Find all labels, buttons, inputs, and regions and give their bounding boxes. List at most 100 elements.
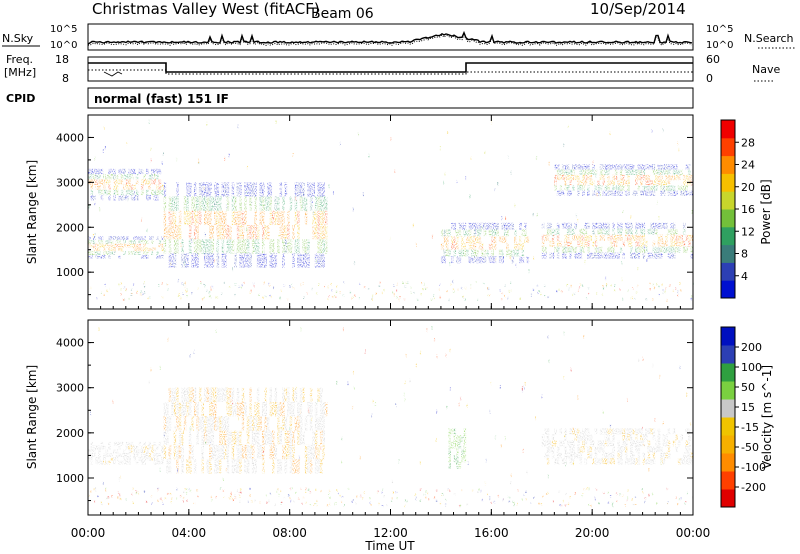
noise-cell xyxy=(450,283,452,286)
noise-cell xyxy=(254,499,256,503)
echo-cell xyxy=(153,247,157,252)
colorbar-segment xyxy=(721,363,735,382)
echo-cell xyxy=(662,164,666,170)
echo-cell xyxy=(569,452,572,459)
echo-cell xyxy=(498,249,502,257)
noise-cell xyxy=(355,502,357,506)
echo-cell xyxy=(690,190,693,196)
noise-cell xyxy=(439,283,441,286)
noise-cell xyxy=(474,229,477,234)
echo-cell xyxy=(650,428,653,435)
echo-cell xyxy=(612,440,615,447)
noise-cell xyxy=(128,297,130,301)
echo-cell xyxy=(241,387,245,403)
noise-cell xyxy=(575,225,577,230)
echo-cell xyxy=(269,196,273,211)
echo-cell xyxy=(158,184,162,190)
echo-cell xyxy=(287,210,290,226)
echo-cell xyxy=(140,460,144,465)
echo-cell xyxy=(113,243,116,248)
echo-cell xyxy=(592,252,595,259)
echo-cell xyxy=(572,169,575,175)
echo-cell xyxy=(254,239,257,254)
echo-cell xyxy=(98,460,101,465)
noise-cell xyxy=(163,432,165,437)
noise-cell xyxy=(183,261,185,266)
noise-cell xyxy=(183,283,185,286)
noise-cell xyxy=(636,284,639,288)
echo-cell xyxy=(635,190,638,196)
echo-cell xyxy=(193,196,197,211)
noise-cell xyxy=(369,501,372,505)
echo-cell xyxy=(569,228,572,235)
echo-cell xyxy=(559,440,562,447)
echo-cell xyxy=(471,242,474,250)
echo-cell xyxy=(307,444,310,460)
echo-cell xyxy=(115,453,119,457)
echo-cell xyxy=(148,184,152,190)
noise-cell xyxy=(102,149,104,154)
echo-cell xyxy=(564,234,567,241)
noise-cell xyxy=(247,500,249,503)
noise-cell xyxy=(178,293,181,296)
noise-cell xyxy=(201,297,204,301)
noise-cell xyxy=(212,456,214,461)
echo-cell xyxy=(289,416,293,431)
echo-cell xyxy=(319,416,323,431)
noise-cell xyxy=(510,170,512,175)
noise-cell xyxy=(347,487,350,490)
echo-cell xyxy=(456,242,459,250)
echo-cell xyxy=(166,459,169,474)
echo-cell xyxy=(277,196,280,211)
noise-strip: N.Sky 10^5 10^0 10^5 10^0 N.Search xyxy=(2,23,795,51)
echo-cell xyxy=(662,458,666,465)
noise-cell xyxy=(89,490,92,493)
echo-cell xyxy=(151,247,154,252)
noise-cell xyxy=(572,427,574,432)
echo-cell xyxy=(244,402,247,417)
noise-cell xyxy=(106,289,109,293)
echo-cell xyxy=(594,222,598,229)
noise-cell xyxy=(357,132,360,137)
echo-cell xyxy=(501,236,504,243)
echo-cell xyxy=(105,174,109,180)
velocity-x-ticks xyxy=(87,320,694,515)
echo-cell xyxy=(602,222,605,229)
noise-cell xyxy=(139,293,142,296)
echo-cell xyxy=(193,459,197,474)
echo-cell xyxy=(667,174,671,181)
echo-cell xyxy=(95,460,99,465)
noise-cell xyxy=(258,293,260,296)
noise-cell xyxy=(658,285,660,289)
echo-cell xyxy=(445,229,449,237)
noise-cell xyxy=(240,286,243,289)
echo-cell xyxy=(161,449,164,454)
echo-cell xyxy=(594,185,598,191)
echo-cell xyxy=(201,444,204,460)
echo-cell xyxy=(652,434,656,441)
echo-cell xyxy=(261,182,265,197)
echo-cell xyxy=(138,441,141,446)
echo-cell xyxy=(657,222,661,229)
echo-cell xyxy=(657,252,661,259)
noise-cell xyxy=(358,297,360,300)
echo-cell xyxy=(103,243,106,248)
echo-cell xyxy=(657,434,661,441)
echo-cell xyxy=(687,428,691,435)
noise-cell xyxy=(547,295,550,299)
echo-cell xyxy=(302,430,305,445)
echo-cell xyxy=(294,416,298,431)
echo-cell xyxy=(206,182,209,197)
echo-cell xyxy=(614,185,618,191)
noise-cell xyxy=(331,289,333,292)
noise-cell xyxy=(651,129,653,134)
echo-cell xyxy=(660,246,663,253)
noise-cell xyxy=(335,284,338,288)
echo-cell xyxy=(324,225,328,240)
echo-cell xyxy=(662,434,666,441)
noise-cell xyxy=(249,487,251,490)
echo-cell xyxy=(100,445,104,450)
noise-cell xyxy=(137,491,140,496)
y-tick-label: 2000 xyxy=(56,427,84,440)
